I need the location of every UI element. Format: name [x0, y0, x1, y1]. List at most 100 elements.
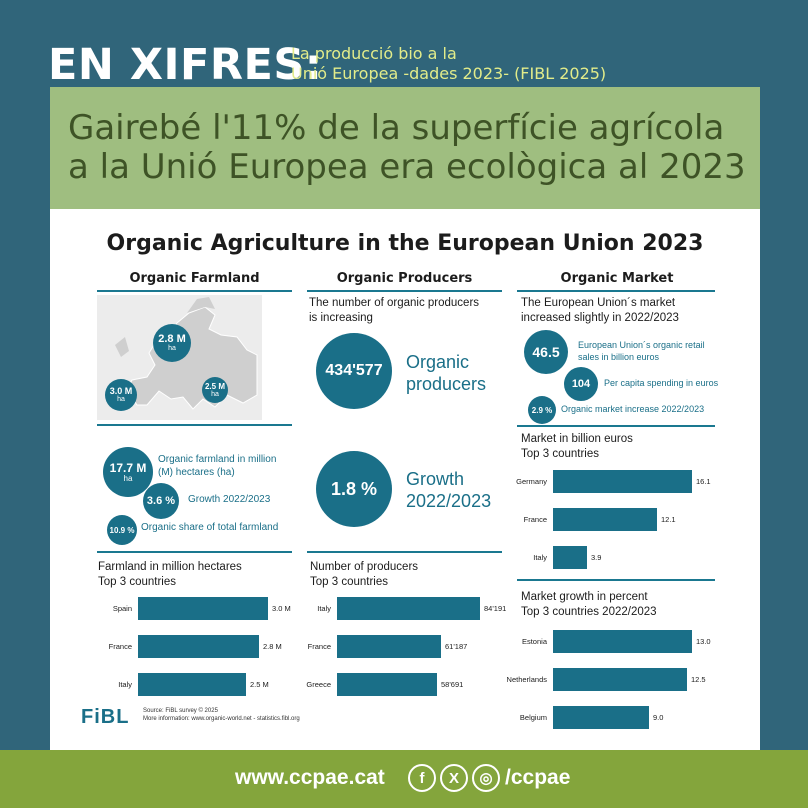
producers-bar-value: 58'691 [441, 680, 464, 689]
map-badge-spain-unit: ha [117, 396, 125, 403]
producers-growth-circle: 1.8 % [316, 451, 392, 527]
farmland-bar-label: France [108, 642, 132, 651]
farmland-bar [138, 597, 268, 620]
producers-bar-label: Italy [317, 604, 331, 613]
producers-chart-title-line2: Top 3 countries [310, 576, 388, 588]
market-growth-bar-value: 12.5 [691, 675, 706, 684]
footer-bar: www.ccpae.cat f X ◎ /ccpae [0, 750, 808, 808]
market-chart-title: Market in billion euros Top 3 countries [521, 432, 721, 462]
market-retail-label: European Union´s organic retail sales in… [578, 340, 705, 362]
producers-count-label-line1: Organic [406, 352, 470, 372]
farmland-chart: Spain 3.0 M France 2.8 M Italy 2.5 M [90, 597, 300, 697]
producers-bar-label: France [307, 642, 331, 651]
farmland-area-circle: 17.7 M ha [103, 447, 153, 497]
producers-bar-value: 84'191 [484, 604, 507, 613]
market-intro-line1: The European Union´s market [521, 297, 676, 309]
market-intro-line2: increased slightly in 2022/2023 [521, 312, 679, 324]
headline-line1: Gairebé l'11% de la superfície agrícola [68, 108, 725, 148]
farmland-growth-label: Growth 2022/2023 [188, 494, 271, 505]
market-bar-label: Germany [516, 477, 547, 486]
fibl-logo: FiBL [81, 706, 130, 728]
producers-bar [337, 597, 480, 620]
market-bar-label: Italy [533, 553, 547, 562]
market-per-capita-value: 104 [571, 378, 591, 390]
producers-bar [337, 673, 437, 696]
header-title: EN XIFRES: [48, 40, 323, 90]
headline-banner: Gairebé l'11% de la superfície agrícola … [50, 87, 760, 209]
infographic-title: Organic Agriculture in the European Unio… [106, 231, 704, 256]
europe-map: 2.8 M ha 3.0 M ha 2.5 M ha [97, 295, 262, 420]
farmland-chart-title: Farmland in million hectares Top 3 count… [98, 560, 293, 590]
market-increase-circle: 2.9 % [528, 396, 556, 424]
map-badge-italy-unit: ha [211, 390, 219, 398]
farmland-bar-label: Italy [118, 680, 132, 689]
farmland-area-label: Organic farmland in million (M) hectares… [158, 454, 277, 478]
map-badge-france-unit: ha [168, 345, 176, 352]
facebook-icon[interactable]: f [408, 764, 436, 792]
producers-chart-title: Number of producers Top 3 countries [310, 560, 505, 590]
producers-chart: Italy 84'191 France 61'187 Greece 58'691 [295, 597, 515, 697]
producers-growth-label: Growth 2022/2023 [406, 468, 491, 512]
producers-count-value: 434'577 [325, 362, 383, 379]
source-line1: Source: FiBL survey © 2025 [143, 708, 218, 714]
producers-count-label-line2: producers [406, 374, 487, 394]
market-per-capita-label: Per capita spending in euros [604, 378, 719, 388]
market-bar-value: 3.9 [591, 553, 602, 562]
market-growth-bar [553, 668, 687, 691]
market-chart-rule [517, 579, 715, 581]
farmland-share-value: 10.9 % [109, 525, 135, 535]
producers-bar-label: Greece [306, 680, 331, 689]
farmland-bar-value: 2.8 M [263, 642, 282, 651]
footer-handle[interactable]: /ccpae [505, 766, 571, 789]
market-growth-chart-title-line1: Market growth in percent [521, 591, 648, 603]
farmland-rule [97, 290, 292, 292]
market-bar-value: 12.1 [661, 515, 676, 524]
farmland-map-rule [97, 424, 292, 426]
market-bar-value: 16.1 [696, 477, 711, 486]
producers-count-circle: 434'577 [316, 333, 392, 409]
farmland-growth-value: 3.6 % [146, 495, 176, 507]
market-growth-bar-label: Netherlands [506, 675, 547, 684]
producers-count-label: Organic producers [406, 351, 486, 395]
market-growth-bar-label: Estonia [521, 637, 547, 646]
market-heading: Organic Market [560, 271, 674, 286]
farmland-bar-label: Spain [112, 604, 132, 613]
map-badge-spain-value: 3.0 M [109, 386, 133, 396]
headline-line2: a la Unió Europea era ecològica al 2023 [68, 147, 746, 187]
footer-website-link[interactable]: www.ccpae.cat [235, 766, 385, 789]
market-chart-title-line1: Market in billion euros [521, 433, 633, 445]
headline-text: Gairebé l'11% de la superfície agrícola … [68, 109, 746, 187]
producers-growth-label-line2: 2022/2023 [406, 491, 492, 511]
farmland-stats-rule [97, 551, 292, 553]
market-growth-bar-label: Belgium [519, 713, 547, 722]
farmland-chart-title-line1: Farmland in million hectares [98, 561, 242, 573]
market-growth-bar-value: 13.0 [696, 637, 711, 646]
market-rule [517, 290, 715, 292]
market-chart-title-line2: Top 3 countries [521, 448, 599, 460]
header-subtitle-line1: La producció bio a la [291, 44, 457, 63]
map-badge-spain: 3.0 M ha [105, 379, 137, 411]
farmland-bar-value: 3.0 M [272, 604, 291, 613]
map-badge-france-value: 2.8 M [158, 333, 186, 345]
producers-stats-rule [307, 551, 502, 553]
producers-growth-label-line1: Growth [406, 469, 465, 489]
header-subtitle: La producció bio a la Unió Europea -dade… [291, 44, 606, 84]
map-badge-italy: 2.5 M ha [202, 377, 228, 403]
farmland-bar [138, 673, 246, 696]
farmland-bar-value: 2.5 M [250, 680, 269, 689]
producers-chart-title-line1: Number of producers [310, 561, 419, 573]
market-retail-value: 46.5 [532, 344, 560, 360]
instagram-icon[interactable]: ◎ [472, 764, 500, 792]
producers-intro-line1: The number of organic producers [309, 297, 480, 309]
market-increase-value: 2.9 % [531, 405, 553, 415]
farmland-share-label: Organic share of total farmland [141, 522, 279, 533]
farmland-area-unit: ha [123, 474, 133, 483]
market-bar [553, 470, 692, 493]
farmland-bar [138, 635, 259, 658]
header-subtitle-line2: Unió Europea -dades 2023- (FIBL 2025) [291, 64, 607, 83]
farmland-chart-title-line2: Top 3 countries [98, 576, 176, 588]
x-icon[interactable]: X [440, 764, 468, 792]
source-line2[interactable]: More information: www.organic-world.net … [143, 716, 300, 722]
market-growth-bar [553, 630, 692, 653]
market-bar-label: France [523, 515, 547, 524]
